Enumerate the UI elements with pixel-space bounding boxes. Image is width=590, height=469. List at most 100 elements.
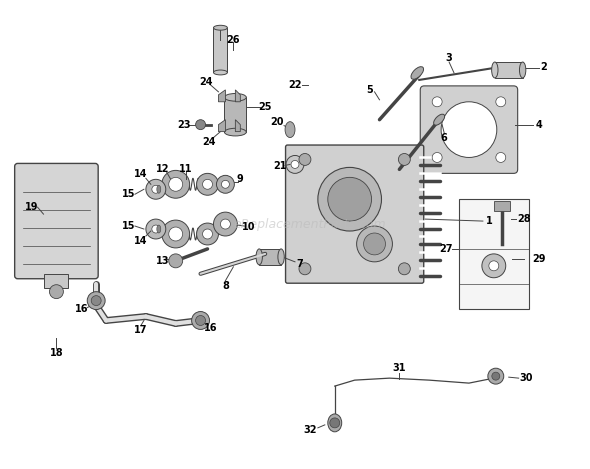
Circle shape [318, 167, 382, 231]
Circle shape [291, 160, 299, 168]
Circle shape [492, 372, 500, 380]
Circle shape [91, 295, 101, 306]
Ellipse shape [411, 67, 424, 79]
Text: 13: 13 [156, 256, 169, 266]
Circle shape [496, 152, 506, 162]
Text: 32: 32 [303, 425, 317, 435]
Text: 2: 2 [540, 62, 547, 72]
Circle shape [489, 261, 499, 271]
Text: 31: 31 [392, 363, 406, 373]
Circle shape [299, 263, 311, 275]
Text: 26: 26 [227, 35, 240, 45]
Text: 27: 27 [440, 244, 453, 254]
Circle shape [221, 180, 230, 188]
Ellipse shape [278, 249, 284, 265]
Ellipse shape [434, 114, 445, 125]
Circle shape [441, 102, 497, 158]
Bar [214, 28, 227, 73]
Text: 1: 1 [486, 216, 492, 226]
Circle shape [146, 179, 166, 199]
Ellipse shape [491, 62, 498, 78]
Text: 19: 19 [25, 202, 38, 212]
Text: 30: 30 [520, 373, 533, 383]
Polygon shape [235, 90, 240, 102]
Text: 9: 9 [237, 174, 244, 184]
Ellipse shape [328, 414, 342, 432]
Circle shape [196, 316, 205, 325]
Circle shape [196, 223, 218, 245]
Bar [259, 249, 281, 265]
Text: 16: 16 [74, 303, 88, 314]
Circle shape [330, 418, 340, 428]
Ellipse shape [224, 129, 246, 136]
Circle shape [328, 177, 372, 221]
Text: 6: 6 [441, 133, 447, 143]
Text: 28: 28 [517, 214, 530, 224]
Circle shape [482, 254, 506, 278]
Circle shape [432, 97, 442, 107]
Text: 4: 4 [535, 120, 542, 129]
Circle shape [196, 174, 218, 195]
Circle shape [299, 153, 311, 166]
Text: 25: 25 [258, 102, 272, 112]
Ellipse shape [214, 25, 227, 30]
Circle shape [152, 225, 160, 233]
Circle shape [432, 152, 442, 162]
Text: 7: 7 [297, 259, 303, 269]
Circle shape [398, 263, 410, 275]
Polygon shape [235, 120, 240, 132]
Text: eReplacementParts.com: eReplacementParts.com [234, 218, 386, 231]
Ellipse shape [224, 93, 246, 101]
Circle shape [214, 212, 237, 236]
Ellipse shape [157, 185, 161, 193]
Bar [495, 62, 523, 78]
Circle shape [162, 170, 189, 198]
FancyBboxPatch shape [286, 145, 424, 283]
Circle shape [356, 226, 392, 262]
Text: 5: 5 [366, 85, 373, 95]
FancyBboxPatch shape [420, 86, 517, 174]
Circle shape [169, 177, 183, 191]
Text: 23: 23 [177, 120, 191, 129]
FancyBboxPatch shape [15, 163, 98, 279]
Text: 20: 20 [270, 117, 284, 127]
Circle shape [217, 175, 234, 193]
Circle shape [162, 220, 189, 248]
Circle shape [363, 233, 385, 255]
Polygon shape [218, 120, 225, 132]
Text: 16: 16 [204, 324, 217, 333]
Circle shape [152, 185, 160, 193]
Circle shape [196, 120, 205, 129]
Text: 22: 22 [289, 80, 301, 90]
Bar [224, 97, 246, 132]
Text: 14: 14 [134, 236, 148, 246]
Circle shape [496, 97, 506, 107]
Text: 18: 18 [50, 348, 63, 358]
Bar [459, 199, 529, 309]
Circle shape [146, 219, 166, 239]
Circle shape [202, 179, 212, 189]
Ellipse shape [157, 225, 161, 233]
Polygon shape [218, 90, 225, 102]
Text: 29: 29 [532, 254, 545, 264]
Circle shape [192, 311, 209, 329]
Circle shape [50, 285, 63, 299]
Ellipse shape [214, 70, 227, 75]
Text: 12: 12 [156, 165, 169, 174]
Text: 15: 15 [122, 221, 136, 231]
Text: 17: 17 [134, 325, 148, 335]
Circle shape [286, 155, 304, 174]
Circle shape [398, 153, 410, 166]
Ellipse shape [256, 249, 263, 265]
Circle shape [87, 292, 105, 310]
Circle shape [221, 219, 230, 229]
Bar [494, 201, 510, 211]
Text: 21: 21 [273, 161, 287, 171]
Text: 10: 10 [241, 222, 255, 232]
Text: 24: 24 [202, 136, 215, 146]
Text: 15: 15 [122, 189, 136, 199]
Circle shape [202, 229, 212, 239]
Circle shape [488, 368, 504, 384]
Circle shape [169, 254, 183, 268]
Text: 3: 3 [445, 53, 453, 63]
